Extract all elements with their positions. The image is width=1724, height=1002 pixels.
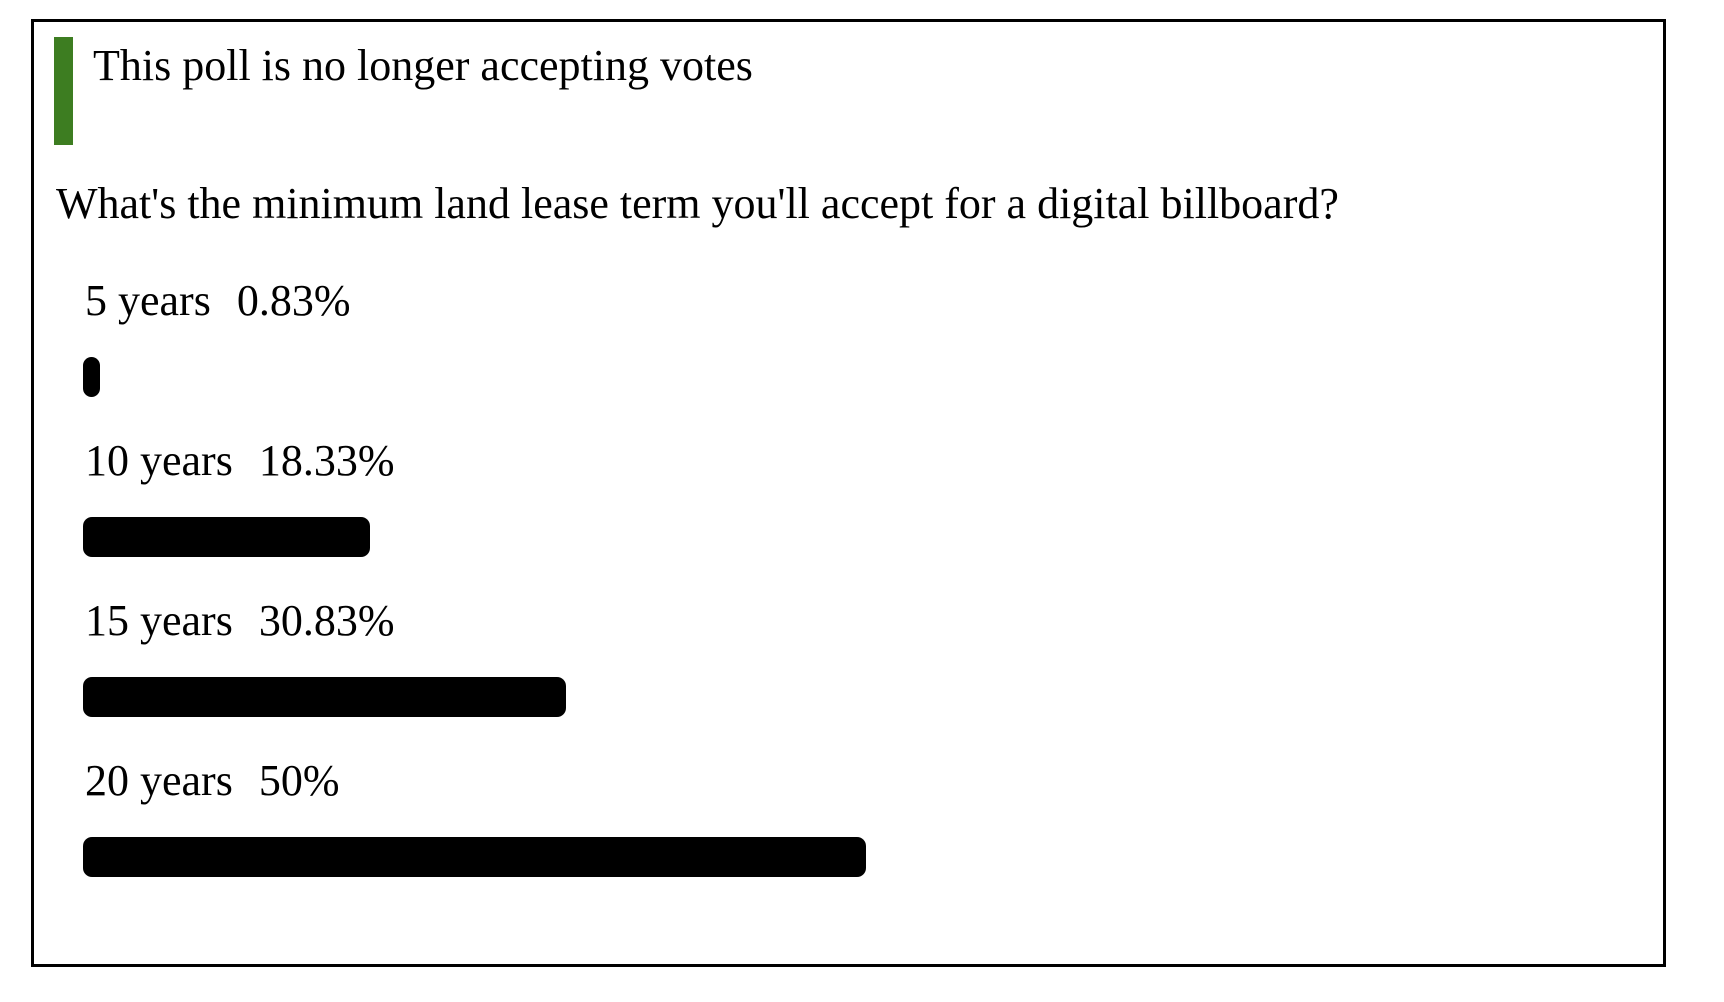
option-percent: 30.83%	[258, 596, 395, 645]
poll-option-row: 10 years 18.33%	[83, 433, 1663, 557]
option-label: 15 years	[85, 596, 233, 645]
poll-closed-text: This poll is no longer accepting votes	[93, 41, 753, 90]
option-percent: 50%	[258, 756, 340, 805]
option-label-row: 10 years 18.33%	[85, 433, 1663, 489]
poll-option-row: 5 years 0.83%	[83, 273, 1663, 397]
option-label: 10 years	[85, 436, 233, 485]
option-label: 20 years	[85, 756, 233, 805]
result-bar	[83, 837, 866, 877]
option-percent: 18.33%	[258, 436, 395, 485]
poll-results: 5 years 0.83% 10 years 18.33% 15 years 30.83%…	[83, 273, 1663, 877]
option-label-row: 5 years 0.83%	[85, 273, 1663, 329]
result-bar	[83, 677, 566, 717]
notice-accent-bar	[54, 37, 73, 145]
option-label: 5 years	[85, 276, 211, 325]
poll-widget: This poll is no longer accepting votes W…	[31, 19, 1666, 967]
option-percent: 0.83%	[236, 276, 351, 325]
poll-question: What's the minimum land lease term you'l…	[56, 179, 1339, 228]
poll-closed-notice: This poll is no longer accepting votes	[54, 37, 1663, 145]
poll-option-row: 20 years 50%	[83, 753, 1663, 877]
poll-option-row: 15 years 30.83%	[83, 593, 1663, 717]
option-label-row: 15 years 30.83%	[85, 593, 1663, 649]
result-bar	[83, 517, 371, 557]
option-label-row: 20 years 50%	[85, 753, 1663, 809]
result-bar	[83, 357, 100, 397]
